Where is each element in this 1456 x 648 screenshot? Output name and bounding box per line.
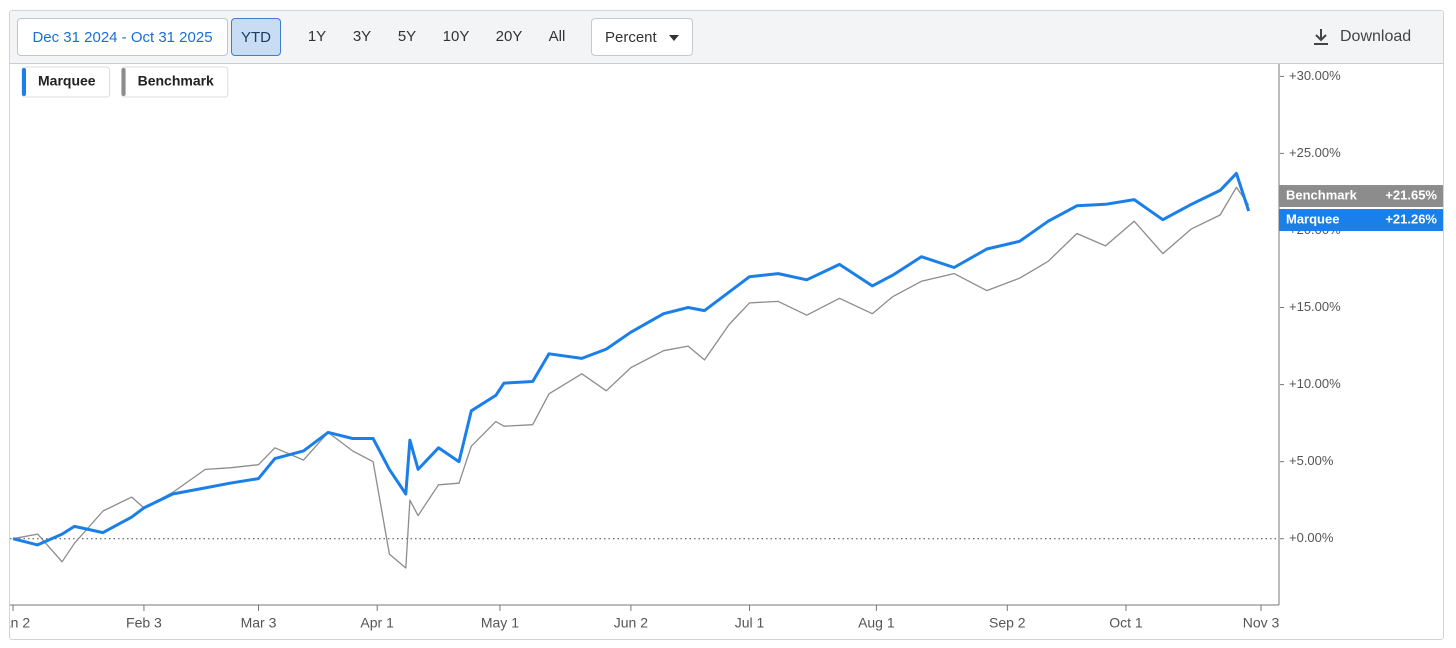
legend-item[interactable]: Benchmark xyxy=(121,66,229,98)
period-button[interactable]: YTD xyxy=(231,18,281,56)
y-tick-label: +0.00% xyxy=(1289,530,1334,545)
legend-swatch xyxy=(22,68,26,96)
end-label-value: +21.26% xyxy=(1385,211,1437,226)
legend-item[interactable]: Marquee xyxy=(21,66,111,98)
period-button[interactable]: All xyxy=(548,28,566,45)
series-line xyxy=(12,186,1250,569)
y-tick-label: +15.00% xyxy=(1289,299,1341,314)
x-tick-label: Apr 1 xyxy=(360,615,394,631)
legend-swatch xyxy=(121,68,126,96)
x-tick-label: Nov 3 xyxy=(1243,615,1280,631)
series-line xyxy=(12,171,1251,547)
period-button[interactable]: 3Y xyxy=(352,28,372,45)
period-button[interactable]: 1Y xyxy=(307,28,327,45)
y-tick-label: +30.00% xyxy=(1289,68,1341,83)
x-tick-label: Oct 1 xyxy=(1109,615,1143,631)
end-label-value: +21.65% xyxy=(1385,187,1437,202)
period-button[interactable]: 10Y xyxy=(442,28,470,45)
x-tick-label: Jun 2 xyxy=(614,615,648,631)
legend-label: Benchmark xyxy=(138,73,214,89)
download-button[interactable]: Download xyxy=(1340,28,1412,45)
download-icon xyxy=(1314,29,1328,45)
chart: +0.00%+5.00%+10.00%+15.00%+20.00%+25.00%… xyxy=(10,64,1443,631)
period-button[interactable]: 20Y xyxy=(495,28,523,45)
x-tick-label: Mar 3 xyxy=(241,615,277,631)
y-tick-label: +25.00% xyxy=(1289,145,1341,160)
end-label-box xyxy=(1279,185,1443,208)
end-label-name: Marquee xyxy=(1286,211,1339,226)
y-tick-label: +10.00% xyxy=(1289,376,1341,391)
y-tick-label: +5.00% xyxy=(1289,453,1334,468)
x-tick-label: Feb 3 xyxy=(126,615,162,631)
plot-background xyxy=(10,64,1279,605)
unit-dropdown[interactable]: Percent xyxy=(591,18,693,56)
x-tick-label: May 1 xyxy=(481,615,519,631)
end-label-name: Benchmark xyxy=(1286,187,1358,202)
x-tick-label: Aug 1 xyxy=(858,615,895,631)
toolbar: Dec 31 2024 - Oct 31 2025 Percent Downlo… xyxy=(10,11,1443,64)
period-button[interactable]: 5Y xyxy=(397,28,417,45)
legend-label: Marquee xyxy=(38,73,96,89)
date-range-button[interactable]: Dec 31 2024 - Oct 31 2025 xyxy=(17,18,228,56)
x-tick-label: Sep 2 xyxy=(989,615,1026,631)
chart-frame: +0.00%+5.00%+10.00%+15.00%+20.00%+25.00%… xyxy=(9,10,1444,640)
x-tick-label: Jul 1 xyxy=(735,615,765,631)
x-tick-label: Jan 2 xyxy=(10,615,30,631)
end-label-box xyxy=(1279,209,1443,232)
